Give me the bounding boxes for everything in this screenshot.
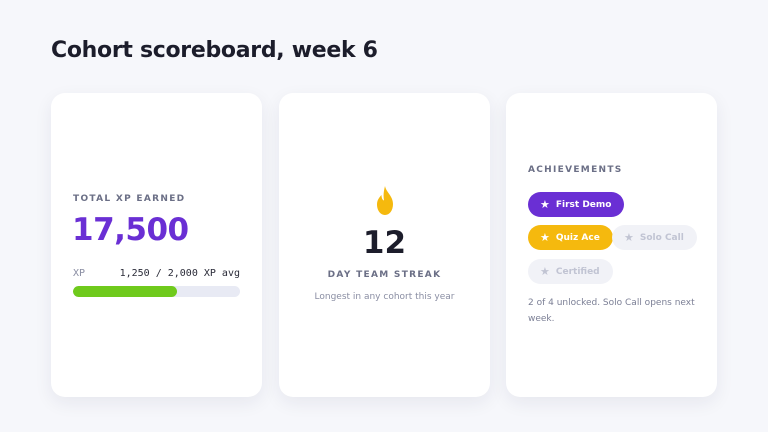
achievements-title: ACHIEVEMENTS	[528, 165, 623, 175]
badge-first-demo[interactable]: ★ First Demo	[528, 192, 625, 217]
achievements-card: ACHIEVEMENTS ★ First Demo ★ Quiz Ace ★ Solo…	[506, 93, 717, 397]
flame-icon	[376, 186, 393, 215]
badge-label: First Demo	[555, 200, 612, 210]
badge-label: Solo Call	[639, 233, 684, 243]
xp-card: TOTAL XP EARNED 17,500 XP 1,250 / 2,000 …	[51, 93, 262, 397]
streak-value: 12	[362, 225, 407, 261]
badge-solo-call[interactable]: ★ Solo Call	[612, 225, 697, 250]
xp-card-label: TOTAL XP EARNED	[73, 194, 186, 204]
star-icon: ★	[624, 231, 634, 244]
star-icon: ★	[540, 198, 550, 211]
badge-label: Certified	[555, 267, 600, 277]
badge-certified[interactable]: ★ Certified	[528, 259, 613, 284]
xp-progress-bar	[73, 286, 240, 297]
badge-quiz-ace[interactable]: ★ Quiz Ace	[528, 225, 613, 250]
page-title: Cohort scoreboard, week 6	[51, 38, 378, 63]
xp-progress-fill	[73, 286, 178, 297]
streak-label: DAY TEAM STREAK	[327, 270, 442, 280]
badge-label: Quiz Ace	[555, 233, 600, 243]
xp-total-value: 17,500	[72, 212, 189, 248]
star-icon: ★	[540, 265, 550, 278]
achievements-caption: 2 of 4 unlocked. Solo Call opens next we…	[528, 298, 695, 324]
xp-progress-row: XP 1,250 / 2,000 XP avg	[73, 268, 240, 282]
streak-card: 12 DAY TEAM STREAK Longest in any cohort…	[279, 93, 490, 397]
star-icon: ★	[540, 231, 550, 244]
xp-progress-label: XP	[73, 268, 86, 279]
xp-progress-value: 1,250 / 2,000 XP avg	[119, 268, 240, 279]
streak-caption: Longest in any cohort this year	[314, 292, 455, 302]
